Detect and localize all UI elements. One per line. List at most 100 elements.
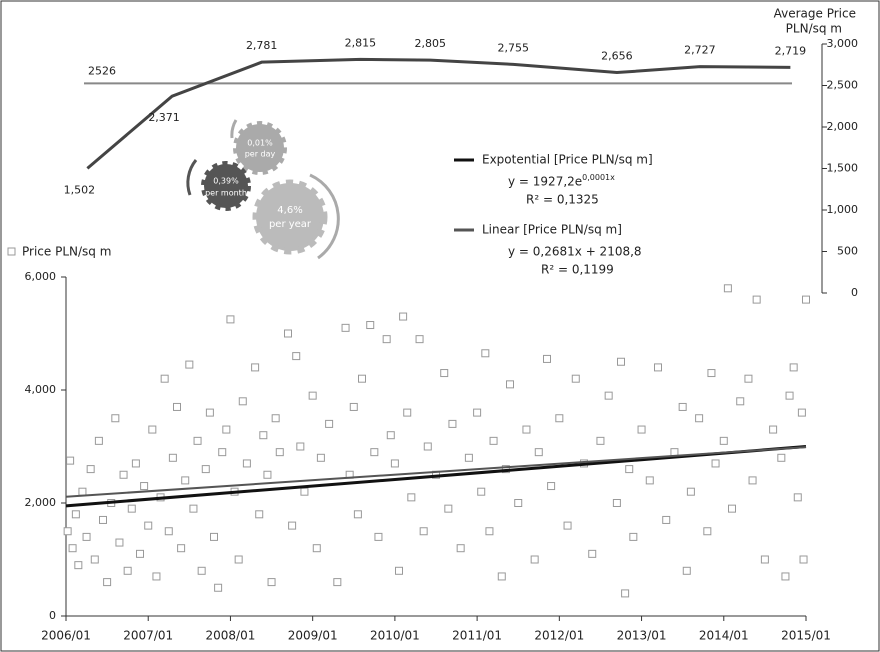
x-tick-label: 2010/01 — [370, 629, 420, 643]
point — [145, 522, 152, 529]
point — [223, 426, 230, 433]
gear-rate: 0,39% — [213, 177, 239, 186]
point — [486, 528, 493, 535]
point — [408, 494, 415, 501]
y-tick-label: 4,000 — [25, 383, 57, 396]
point — [515, 500, 522, 507]
point — [383, 336, 390, 343]
point — [737, 398, 744, 405]
legend-label: Expotential [Price PLN/sq m] — [482, 153, 653, 167]
y2-tick-label: 2,000 — [827, 120, 859, 133]
point — [638, 426, 645, 433]
point — [400, 313, 407, 320]
point — [309, 392, 316, 399]
y2-tick-label: 1,000 — [827, 203, 859, 216]
y-tick-label: 0 — [49, 609, 56, 622]
point — [749, 477, 756, 484]
point — [465, 454, 472, 461]
x-tick-label: 2008/01 — [206, 629, 256, 643]
point — [141, 483, 148, 490]
point — [535, 449, 542, 456]
point — [219, 449, 226, 456]
point — [605, 392, 612, 399]
point — [445, 505, 452, 512]
point — [371, 449, 378, 456]
point — [239, 398, 246, 405]
data-label: 2,805 — [414, 37, 446, 50]
y-tick-label: 2,000 — [25, 496, 57, 509]
point — [729, 505, 736, 512]
point — [770, 426, 777, 433]
point — [618, 358, 625, 365]
point — [186, 361, 193, 368]
point — [391, 460, 398, 467]
legend-label: Linear [Price PLN/sq m] — [482, 223, 622, 237]
point — [64, 528, 71, 535]
point — [326, 420, 333, 427]
trend-r2: R² = 0,1199 — [541, 263, 614, 277]
x-tick-label: 2013/01 — [617, 629, 667, 643]
point — [564, 522, 571, 529]
point — [359, 375, 366, 382]
x-tick-label: 2014/01 — [699, 629, 749, 643]
point — [498, 573, 505, 580]
y2-axis-label: Average Price — [774, 7, 856, 21]
x-tick-label: 2011/01 — [452, 629, 502, 643]
point — [104, 579, 111, 586]
data-label: 2,727 — [684, 44, 716, 57]
point — [264, 471, 271, 478]
point — [95, 437, 102, 444]
point — [198, 567, 205, 574]
point — [301, 488, 308, 495]
point — [260, 432, 267, 439]
trend-exponent: 0,0001x — [582, 173, 615, 182]
point — [474, 409, 481, 416]
point — [663, 516, 670, 523]
point — [387, 432, 394, 439]
trend-r2: R² = 0,1325 — [526, 193, 599, 207]
point — [482, 350, 489, 357]
point — [724, 285, 731, 292]
point — [589, 550, 596, 557]
point — [91, 556, 98, 563]
point — [761, 556, 768, 563]
point — [227, 316, 234, 323]
frame — [1, 1, 879, 651]
y-tick-label: 6,000 — [25, 270, 57, 283]
x-tick-label: 2006/01 — [41, 629, 91, 643]
point — [712, 460, 719, 467]
point — [235, 556, 242, 563]
point — [655, 364, 662, 371]
point — [449, 420, 456, 427]
point — [696, 415, 703, 422]
point — [679, 403, 686, 410]
point — [708, 370, 715, 377]
point — [182, 477, 189, 484]
point — [124, 567, 131, 574]
data-label: 2,815 — [345, 36, 377, 49]
point — [72, 511, 79, 518]
point — [794, 494, 801, 501]
legend-label: Price PLN/sq m — [22, 245, 111, 259]
data-label: 2,781 — [246, 39, 278, 52]
point — [478, 488, 485, 495]
data-label: 2,371 — [148, 111, 180, 124]
point — [211, 533, 218, 540]
point — [69, 545, 76, 552]
point — [556, 415, 563, 422]
data-label: 2,755 — [498, 41, 530, 54]
point — [350, 403, 357, 410]
point — [687, 488, 694, 495]
point — [457, 545, 464, 552]
point — [289, 522, 296, 529]
point — [202, 466, 209, 473]
point — [169, 454, 176, 461]
point — [132, 460, 139, 467]
y2-tick-label: 500 — [837, 245, 858, 258]
point — [441, 370, 448, 377]
point — [67, 457, 74, 464]
point — [128, 505, 135, 512]
y2-tick-label: 3,000 — [827, 37, 859, 50]
point — [523, 426, 530, 433]
point — [137, 550, 144, 557]
